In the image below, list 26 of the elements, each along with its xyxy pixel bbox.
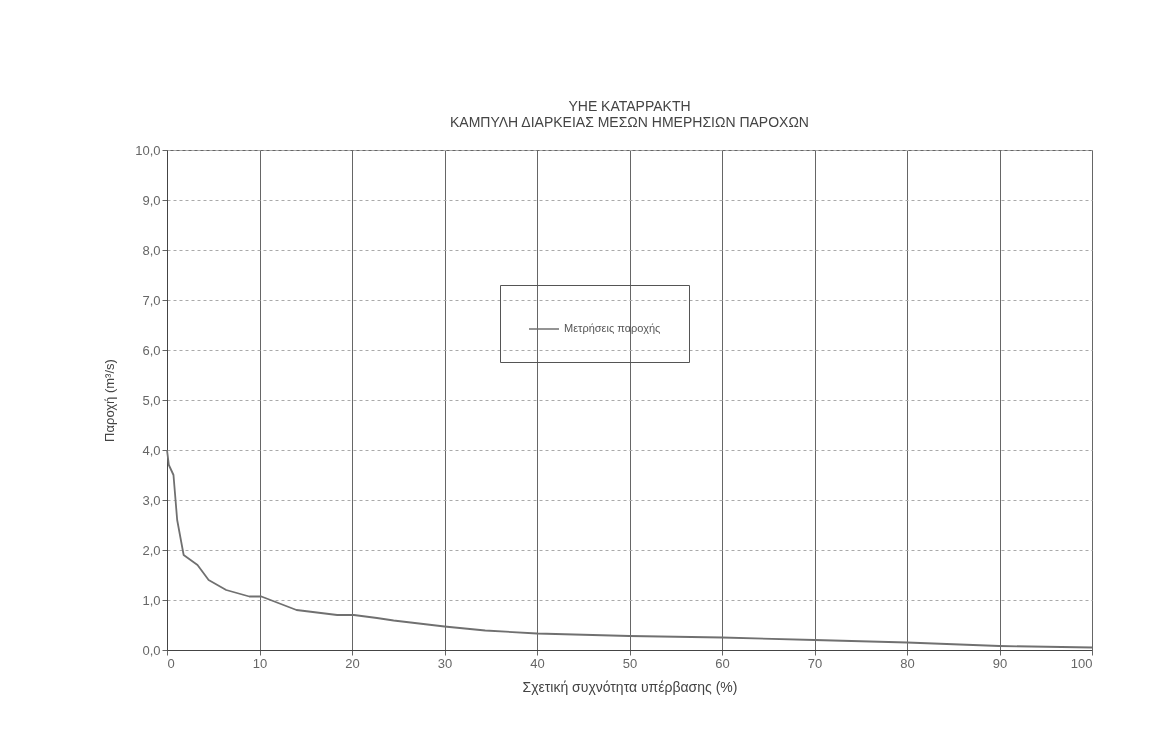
y-tick-label: 5,0 [142, 392, 161, 408]
y-tick-label: 6,0 [142, 342, 161, 358]
y-tick-label: 3,0 [142, 492, 161, 508]
y-axis-title: Παροχή (m³/s) [102, 359, 118, 442]
x-tick-label: 40 [530, 655, 545, 671]
x-tick-label: 80 [900, 655, 915, 671]
y-tick-label: 2,0 [142, 542, 161, 558]
y-tick-label: 9,0 [142, 192, 161, 208]
x-tick-label: 30 [437, 655, 453, 671]
x-axis-title: Σχετική συχνότητα υπέρβασης (%) [522, 678, 738, 695]
x-tick-label: 20 [345, 655, 360, 671]
chart-subtitle: ΚΑΜΠΥΛΗ ΔΙΑΡΚΕΙΑΣ ΜΕΣΩΝ ΗΜΕΡΗΣΙΩΝ ΠΑΡΟΧΩΝ [450, 114, 809, 130]
y-tick-label: 4,0 [142, 442, 161, 458]
x-tick-label: 90 [992, 655, 1008, 671]
chart-title: ΥΗΕ ΚΑΤΑΡΡΑΚΤΗ [568, 98, 691, 114]
y-tick-label: 7,0 [142, 292, 161, 308]
x-tick-label: 100 [1070, 655, 1093, 671]
x-tick-label: 60 [715, 655, 730, 671]
y-tick-label: 1,0 [142, 592, 161, 608]
y-tick-label: 8,0 [142, 242, 161, 258]
y-tick-label: 10,0 [135, 142, 161, 158]
x-tick-label: 0 [167, 655, 175, 671]
y-tick-label: 0,0 [142, 642, 161, 658]
x-tick-label: 70 [807, 655, 823, 671]
x-tick-label: 50 [622, 655, 638, 671]
x-tick-label: 10 [252, 655, 268, 671]
